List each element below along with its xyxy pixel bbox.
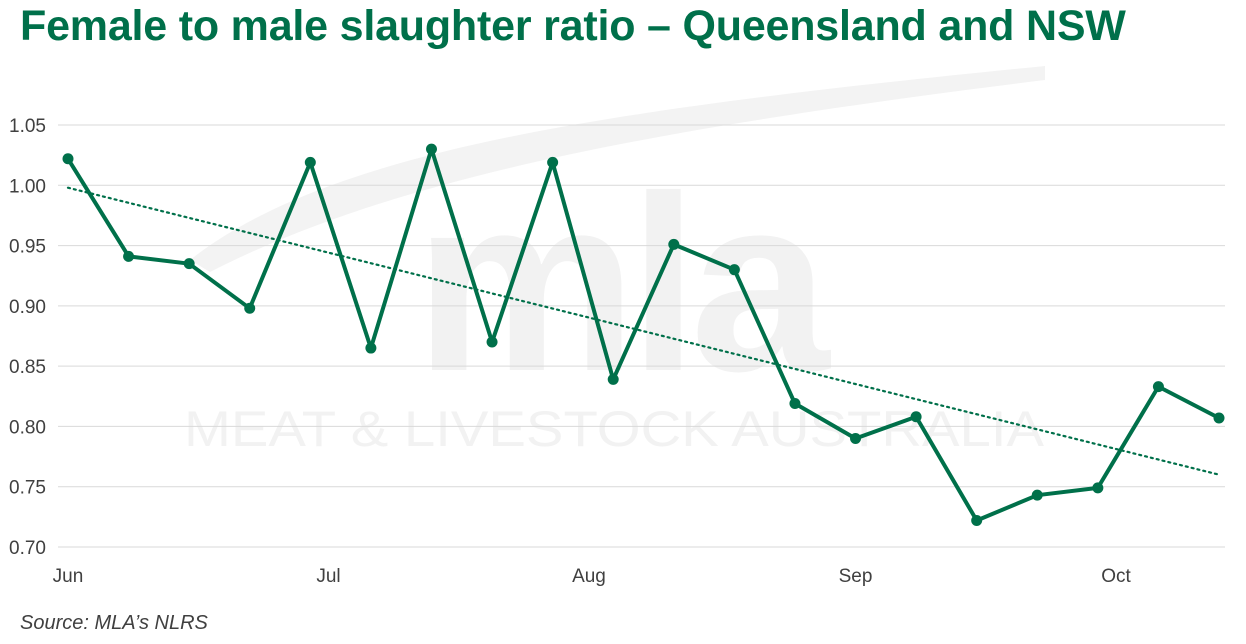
- data-point: [607, 373, 619, 385]
- source-note: Source: MLA’s NLRS: [20, 612, 208, 634]
- y-tick-label: 1.05: [9, 116, 46, 137]
- y-tick-label: 0.85: [9, 357, 46, 378]
- data-point: [365, 342, 377, 354]
- y-axis-tick-labels: 0.70 0.75 0.80 0.85 0.90 0.95 1.00 1.05: [9, 116, 46, 559]
- data-point: [971, 514, 983, 526]
- mla-watermark-logo: mla MEAT & LIVESTOCK AUSTRALIA: [184, 66, 1045, 457]
- data-point: [1152, 381, 1164, 393]
- watermark-swoosh: [190, 66, 1045, 272]
- data-point: [425, 143, 437, 155]
- data-point: [1031, 489, 1043, 501]
- data-point: [547, 156, 559, 168]
- x-tick-label: Aug: [572, 566, 606, 587]
- data-point: [123, 250, 135, 262]
- x-axis-tick-labels: Jun Jul Aug Sep Oct: [53, 566, 1132, 587]
- y-tick-label: 0.75: [9, 478, 46, 499]
- y-tick-label: 1.00: [9, 176, 46, 197]
- watermark-logo-text: mla: [415, 144, 832, 423]
- series-line: [66, 147, 1221, 523]
- data-point: [244, 302, 256, 314]
- data-point: [789, 398, 801, 410]
- x-tick-label: Jun: [53, 566, 84, 587]
- x-tick-label: Oct: [1101, 566, 1131, 587]
- chart-title: Female to male slaughter ratio – Queensl…: [20, 2, 1126, 50]
- data-point: [910, 411, 922, 423]
- x-tick-label: Jul: [316, 566, 340, 587]
- y-tick-label: 0.95: [9, 237, 46, 258]
- y-tick-label: 0.70: [9, 538, 46, 559]
- watermark-subtitle: MEAT & LIVESTOCK AUSTRALIA: [184, 401, 1045, 457]
- data-point: [728, 264, 740, 276]
- data-point: [486, 336, 498, 348]
- data-point: [850, 432, 862, 444]
- data-point: [304, 156, 316, 168]
- x-tick-label: Sep: [839, 566, 873, 587]
- data-point: [62, 153, 74, 165]
- data-point: [1213, 412, 1225, 424]
- data-point: [1092, 482, 1104, 494]
- y-tick-label: 0.80: [9, 417, 46, 438]
- trendline-layer: [66, 186, 1221, 476]
- y-tick-label: 0.90: [9, 297, 46, 318]
- data-point: [183, 258, 195, 270]
- linear-trendline: [66, 186, 1221, 476]
- series-layer: [62, 143, 1225, 526]
- data-point: [668, 238, 680, 250]
